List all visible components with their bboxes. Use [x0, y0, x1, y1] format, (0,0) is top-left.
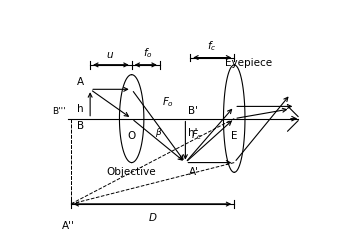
Text: O: O	[127, 131, 136, 141]
Text: A': A'	[189, 167, 199, 177]
Text: A: A	[77, 77, 84, 87]
Text: E: E	[231, 131, 238, 141]
Text: $f_c$: $f_c$	[208, 39, 217, 53]
Text: $u$: $u$	[106, 50, 114, 60]
Text: h: h	[77, 104, 84, 114]
Text: B: B	[77, 121, 84, 131]
Text: $F_c$: $F_c$	[191, 128, 203, 142]
Text: $f_o$: $f_o$	[143, 46, 152, 60]
Text: B''': B'''	[52, 107, 66, 116]
Text: $D$: $D$	[148, 211, 157, 224]
Text: Eyepiece: Eyepiece	[225, 58, 273, 68]
Text: A'': A''	[62, 221, 75, 231]
Text: $\beta$: $\beta$	[155, 126, 162, 139]
Text: B': B'	[188, 106, 198, 116]
Text: Objective: Objective	[107, 167, 156, 177]
Text: h': h'	[188, 128, 197, 138]
Text: $F_o$: $F_o$	[162, 95, 174, 109]
